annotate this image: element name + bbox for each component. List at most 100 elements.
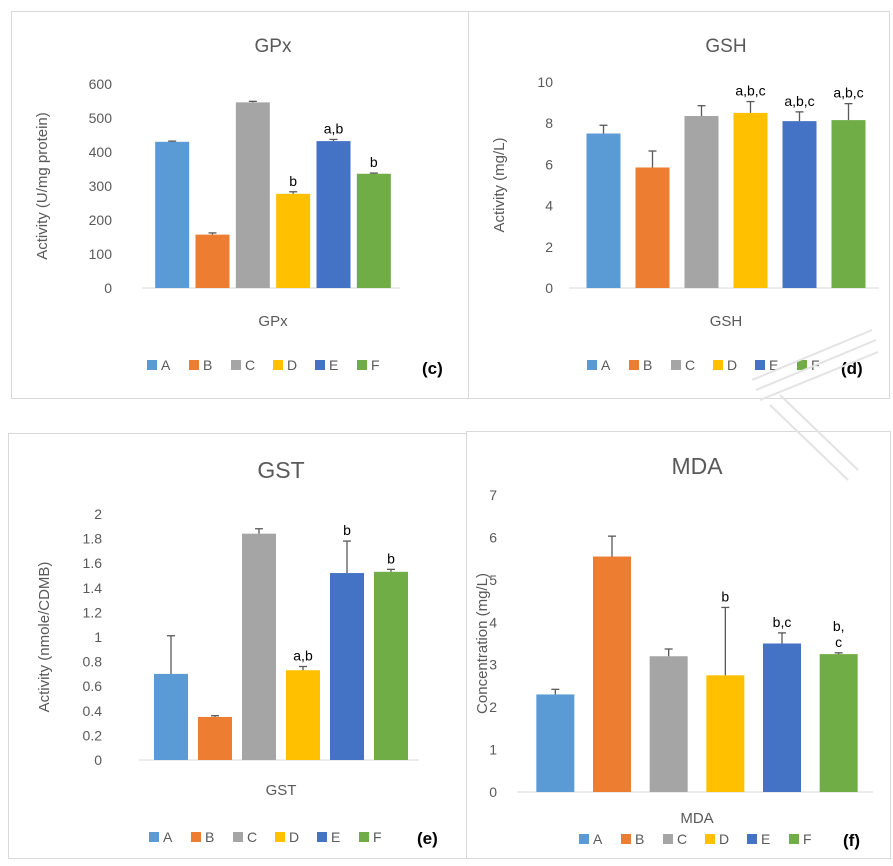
y-tick-label: 10 (537, 74, 553, 90)
legend-swatch-E (315, 360, 325, 370)
legend-label-B: B (635, 831, 644, 847)
legend-swatch-D (713, 360, 723, 370)
legend-label-E: E (769, 357, 778, 373)
y-tick-label: 0 (545, 280, 553, 296)
legend-label-E: E (331, 829, 340, 845)
y-tick-label: 0.2 (83, 727, 103, 743)
legend-label-D: D (289, 829, 299, 845)
bar-E (330, 573, 364, 760)
legend-label-F: F (371, 357, 380, 373)
legend-swatch-D (705, 834, 715, 844)
y-tick-label: 2 (545, 239, 553, 255)
x-category-label: GPx (258, 313, 288, 330)
y-tick-label: 600 (89, 76, 113, 92)
legend-label-E: E (761, 831, 770, 847)
significance-label-D: b (721, 588, 729, 604)
panel-label: (f) (843, 831, 860, 850)
chart-svg-gpx: GPx 0 100 200 300 400 500 600 Activity (U/mg pro… (34, 36, 443, 378)
y-tick-label: 0 (104, 280, 112, 296)
legend-label-C: C (685, 357, 695, 373)
legend-swatch-C (663, 834, 673, 844)
bar-D (733, 112, 768, 289)
legend-label-B: B (203, 357, 212, 373)
legend-swatch-F (359, 832, 369, 842)
y-tick-label: 3 (489, 657, 497, 673)
significance-label-E: a,b,c (784, 93, 814, 109)
legend-swatch-D (273, 360, 283, 370)
y-tick-label: 4 (489, 614, 497, 630)
bar-C (235, 102, 270, 288)
x-category-label: GSH (710, 313, 743, 330)
legend-label-A: A (163, 829, 173, 845)
bar-D (706, 675, 745, 792)
bar-E (782, 121, 817, 288)
y-tick-label: 0.6 (83, 678, 103, 694)
bar-B (195, 234, 230, 288)
y-tick-label: 400 (89, 144, 113, 160)
legend-swatch-A (579, 834, 589, 844)
bar-F (356, 173, 391, 288)
bar-F (831, 120, 866, 288)
y-tick-label: 6 (545, 156, 553, 172)
y-tick-label: 200 (89, 212, 113, 228)
bar-C (684, 115, 719, 289)
legend-label-C: C (677, 831, 687, 847)
legend-label-F: F (811, 357, 820, 373)
bar-F (819, 654, 858, 792)
bar-A (536, 694, 575, 792)
significance-label-E: b (343, 522, 351, 538)
significance-label-E: a,b (324, 120, 344, 136)
y-tick-label: 1 (94, 629, 102, 645)
y-tick-label: 8 (545, 115, 553, 131)
y-tick-label: 1.8 (83, 531, 103, 547)
y-tick-label: 300 (89, 178, 113, 194)
legend-swatch-F (789, 834, 799, 844)
legend-swatch-D (275, 832, 285, 842)
bar-E (316, 141, 351, 288)
x-category-label: GST (266, 782, 297, 799)
legend-label-D: D (727, 357, 737, 373)
panel-label: (d) (841, 359, 863, 378)
significance-label-D: b (289, 173, 297, 189)
y-tick-label: 2 (94, 506, 102, 522)
chart-panel-gpx: GPx 0 100 200 300 400 500 600 Activity (U/mg pro… (11, 11, 469, 399)
y-axis-label: Activity (U/mg protein) (34, 112, 51, 260)
y-tick-label: 0 (94, 752, 102, 768)
y-tick-label: 4 (545, 198, 553, 214)
legend-swatch-B (191, 832, 201, 842)
bar-A (155, 141, 190, 288)
significance-label-F: a,b,c (833, 85, 863, 101)
bar-D (276, 193, 311, 288)
y-tick-label: 1.4 (83, 580, 103, 596)
legend-swatch-A (587, 360, 597, 370)
y-tick-label: 0 (489, 784, 497, 800)
legend-swatch-A (147, 360, 157, 370)
chart-title: GST (257, 457, 304, 483)
significance-label-F: b (370, 154, 378, 170)
legend-label-F: F (373, 829, 382, 845)
chart-title: GPx (255, 36, 292, 57)
y-axis-label: Concentration (mg/L) (474, 573, 491, 714)
legend-label-C: C (247, 829, 257, 845)
y-tick-label: 0.8 (83, 654, 103, 670)
bar-F (374, 571, 408, 760)
bar-B (593, 556, 631, 792)
chart-svg-gst: GST 0 0.2 0.4 0.6 0.8 1 1.2 1.4 1.6 1.8 2 Activity (… (36, 457, 438, 848)
bar-A (154, 673, 188, 760)
y-axis-label: Activity (nmole/CDMB) (36, 562, 53, 713)
legend-label-C: C (245, 357, 255, 373)
legend-label-E: E (329, 357, 338, 373)
significance-label-F: b, c (833, 618, 845, 650)
legend-swatch-C (231, 360, 241, 370)
chart-panel-gst: GST 0 0.2 0.4 0.6 0.8 1 1.2 1.4 1.6 1.8 2 Activity (… (8, 433, 467, 859)
bar-A (586, 133, 621, 288)
legend-label-A: A (161, 357, 171, 373)
y-tick-label: 100 (89, 246, 113, 262)
legend-swatch-B (621, 834, 631, 844)
legend-swatch-B (629, 360, 639, 370)
legend-swatch-F (357, 360, 367, 370)
y-axis-label: Activity (mg/L) (491, 137, 508, 232)
legend-label-A: A (601, 357, 611, 373)
bar-B (198, 716, 232, 760)
chart-panel-mda: MDA 0 1 2 3 4 5 6 7 Concentration (mg/L) b b,c b, c MD… (466, 431, 891, 859)
